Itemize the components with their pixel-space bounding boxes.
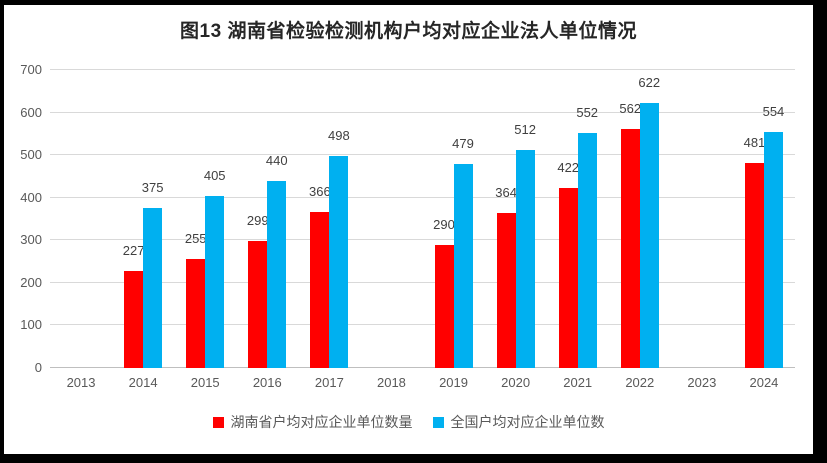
gridline [50, 324, 795, 326]
data-label-2015-series1: 255 [184, 231, 207, 247]
x-axis-label: 2017 [314, 375, 344, 390]
y-tick-label: 300 [20, 232, 42, 248]
bar-2014-series1 [124, 271, 144, 368]
data-label-2019-series1: 290 [433, 216, 455, 232]
x-axis-label: 2021 [563, 375, 593, 390]
x-axis-label: 2023 [687, 375, 717, 390]
bar-2024-series2 [763, 132, 783, 368]
data-label-2017-series2: 498 [328, 128, 350, 143]
data-label-2014-series2: 375 [141, 180, 164, 196]
data-label-2014-series1: 227 [122, 243, 145, 259]
x-axis-label: 2022 [625, 375, 655, 390]
x-axis-label: 2019 [439, 375, 468, 390]
y-tick-label: 600 [20, 104, 42, 120]
y-tick-label: 400 [20, 189, 42, 205]
x-axis-labels: 2013 2014 2015 2016 2017 2018 2019 2020 2021 2022… [50, 375, 795, 393]
y-tick-label: 500 [20, 147, 42, 163]
legend-swatch-national [432, 416, 444, 428]
x-axis-label: 2015 [190, 375, 220, 390]
data-label-2021-series2: 552 [576, 105, 599, 121]
gridline [50, 281, 795, 283]
bar-2017-series1 [310, 212, 330, 368]
bar-2022-series1 [620, 128, 640, 368]
legend-label-national: 全国户均对应企业单位数 [450, 414, 605, 430]
y-tick-label: 0 [34, 360, 42, 375]
gridline [50, 239, 795, 241]
data-label-2017-series1: 366 [309, 184, 331, 200]
bar-2024-series1 [744, 163, 764, 368]
x-axis-label: 2014 [128, 375, 158, 390]
data-label-2016-series1: 299 [246, 212, 269, 228]
chart-title: 图13 湖南省检验检测机构户均对应企业法人单位情况 [180, 21, 637, 42]
legend: 湖南省户均对应企业单位数量 全国户均对应企业单位数 [4, 412, 813, 432]
x-axis-line [50, 367, 795, 368]
y-tick-label: 700 [20, 62, 42, 77]
data-label-2022-series1: 562 [619, 100, 642, 116]
y-axis-labels: 0 100 200 300 400 500 600 700 [4, 62, 42, 375]
y-tick-label: 200 [20, 274, 42, 290]
x-axis-label: 2024 [749, 375, 779, 390]
gridline [50, 69, 795, 70]
gridline [50, 111, 795, 113]
bar-2019-series2 [453, 164, 473, 368]
bar-2017-series2 [329, 156, 349, 368]
bar-2020-series1 [496, 213, 516, 368]
x-axis-label: 2016 [252, 375, 282, 390]
bar-2020-series2 [515, 150, 535, 368]
bar-2016-series1 [248, 240, 268, 368]
bar-2022-series2 [639, 103, 659, 368]
x-axis-label: 2020 [501, 375, 531, 390]
data-label-2020-series2: 512 [514, 122, 536, 138]
legend-swatch-hunan [212, 416, 224, 428]
gridline [50, 196, 795, 198]
bar-2015-series2 [205, 195, 225, 368]
x-axis-label: 2018 [376, 375, 406, 390]
data-label-2024-series2: 554 [762, 104, 785, 120]
y-tick-label: 100 [20, 317, 42, 333]
bar-2016-series2 [267, 180, 287, 368]
bar-2019-series1 [434, 244, 454, 368]
x-axis-label: 2013 [66, 375, 96, 390]
data-label-2016-series2: 440 [265, 152, 288, 168]
data-label-2019-series2: 479 [452, 136, 474, 152]
data-label-2021-series1: 422 [557, 160, 580, 176]
legend-label-hunan: 湖南省户均对应企业单位数量 [230, 414, 413, 430]
bar-2015-series1 [186, 259, 206, 368]
data-label-2024-series1: 481 [743, 135, 766, 151]
data-label-2015-series2: 405 [203, 167, 226, 183]
bar-2021-series2 [577, 133, 597, 368]
gridline [50, 154, 795, 156]
bar-2014-series2 [143, 208, 163, 368]
data-label-2022-series2: 622 [638, 75, 661, 91]
bar-2021-series1 [558, 188, 578, 368]
data-label-2020-series1: 364 [495, 185, 517, 201]
plot-area: 227 375 255 405 299 440 366 498 290 479 364 512 422 5… [50, 69, 795, 368]
